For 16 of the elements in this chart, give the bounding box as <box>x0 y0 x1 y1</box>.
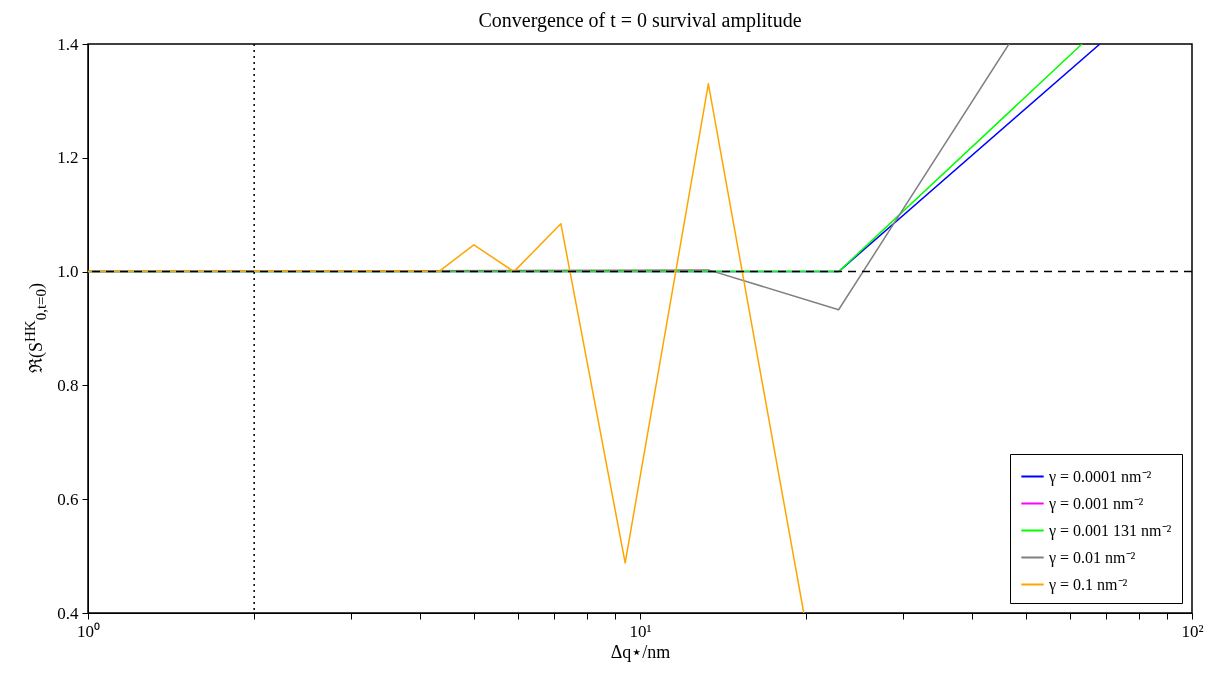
y-tick-label: 1.4 <box>57 34 79 54</box>
y-tick-label: 1.2 <box>57 148 79 168</box>
legend-label: γ = 0.001 nm⁻² <box>1048 494 1144 513</box>
legend-label: γ = 0.01 nm⁻² <box>1048 548 1136 567</box>
legend-label: γ = 0.0001 nm⁻² <box>1048 467 1152 486</box>
chart-title: Convergence of t = 0 survival amplitude <box>478 9 802 32</box>
y-tick-label: 0.4 <box>57 603 79 623</box>
legend-label: γ = 0.001 131 nm⁻² <box>1048 521 1172 540</box>
y-tick-label: 1.0 <box>57 262 79 282</box>
x-tick-label: 10¹ <box>629 621 652 641</box>
y-tick-label: 0.6 <box>57 489 79 509</box>
x-tick-label: 10⁰ <box>77 621 100 641</box>
legend-label: γ = 0.1 nm⁻² <box>1048 575 1128 594</box>
y-tick-label: 0.8 <box>57 375 79 395</box>
x-tick-label: 10² <box>1181 621 1204 641</box>
x-axis-title: Δq⋆/nm <box>610 641 671 662</box>
